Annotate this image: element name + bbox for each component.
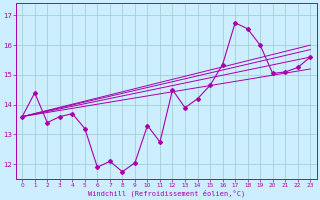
X-axis label: Windchill (Refroidissement éolien,°C): Windchill (Refroidissement éolien,°C) [88, 189, 245, 197]
